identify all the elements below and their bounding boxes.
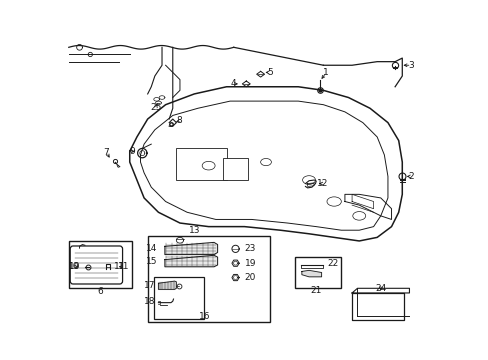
Text: 24: 24 — [374, 284, 386, 293]
Text: 7: 7 — [103, 148, 109, 157]
Polygon shape — [164, 242, 217, 255]
Text: 16: 16 — [199, 312, 210, 321]
Text: 13: 13 — [188, 226, 200, 235]
Polygon shape — [164, 255, 217, 267]
Text: 3: 3 — [408, 61, 414, 70]
Bar — [69, 241, 131, 288]
Text: 23: 23 — [244, 244, 255, 253]
Text: 15: 15 — [146, 257, 158, 266]
Ellipse shape — [202, 161, 215, 170]
Bar — [154, 277, 203, 319]
Text: 5: 5 — [267, 68, 273, 77]
Text: 11: 11 — [113, 262, 125, 271]
Text: 6: 6 — [97, 287, 103, 296]
Ellipse shape — [352, 212, 365, 220]
Text: 8: 8 — [176, 116, 182, 125]
Bar — [147, 235, 269, 321]
Text: 18: 18 — [144, 297, 155, 306]
Text: 17: 17 — [144, 281, 155, 290]
Text: 19: 19 — [244, 259, 256, 268]
Ellipse shape — [302, 176, 315, 184]
Text: 10: 10 — [68, 262, 80, 271]
Text: 4: 4 — [230, 80, 235, 89]
Text: 14: 14 — [146, 244, 158, 253]
Polygon shape — [351, 293, 403, 320]
Bar — [176, 148, 226, 180]
Text: 10: 10 — [69, 262, 81, 271]
Text: 20: 20 — [244, 273, 255, 282]
Ellipse shape — [260, 158, 271, 166]
Text: 21: 21 — [310, 285, 321, 294]
Polygon shape — [301, 270, 321, 277]
Text: 12: 12 — [316, 179, 328, 188]
Text: 1: 1 — [323, 68, 328, 77]
Ellipse shape — [326, 197, 341, 206]
Text: 9: 9 — [129, 147, 135, 156]
FancyBboxPatch shape — [70, 246, 122, 284]
Polygon shape — [158, 281, 176, 289]
Text: 25: 25 — [150, 103, 161, 112]
Bar — [223, 158, 247, 180]
Text: 22: 22 — [326, 259, 338, 268]
Bar — [294, 257, 341, 288]
Text: 2: 2 — [408, 172, 413, 181]
Text: 11: 11 — [117, 262, 129, 271]
